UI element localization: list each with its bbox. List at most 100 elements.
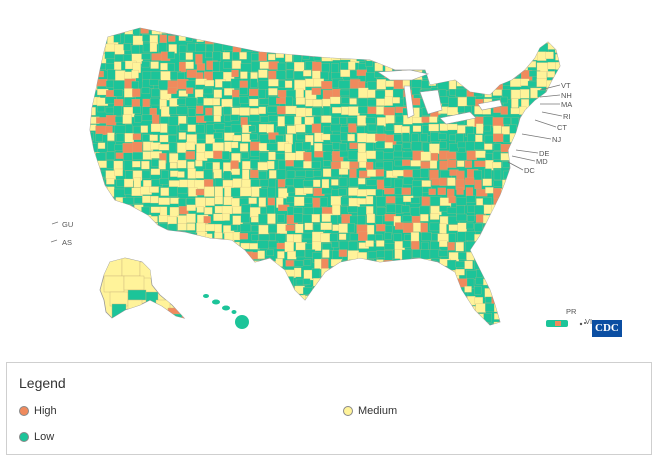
us-county-map[interactable]: GU AS PR VI VT NH MA RI CT NJ DE MD DC C… xyxy=(0,0,658,350)
county-cell xyxy=(340,324,352,325)
county-cell xyxy=(275,258,283,267)
county-cell xyxy=(520,33,532,41)
county-cell xyxy=(438,133,447,140)
county-cell xyxy=(250,297,260,307)
county-cell xyxy=(249,88,260,97)
county-cell xyxy=(374,52,382,62)
county-cell xyxy=(348,241,358,252)
county-cell xyxy=(258,98,270,105)
county-cell xyxy=(259,61,269,69)
county-cell xyxy=(97,186,108,195)
county-cell xyxy=(331,287,339,295)
county-cell xyxy=(492,89,502,96)
county-cell xyxy=(90,296,97,306)
county-cell xyxy=(331,35,340,43)
great-lake xyxy=(377,69,430,81)
county-cell xyxy=(485,187,494,194)
county-cell xyxy=(176,106,188,115)
county-cell xyxy=(185,87,194,94)
county-cell xyxy=(285,224,295,231)
county-cell xyxy=(475,78,483,89)
county-cell xyxy=(187,251,197,259)
county-cell xyxy=(519,43,528,51)
county-cell xyxy=(446,53,456,62)
county-cell xyxy=(178,61,187,73)
county-cell xyxy=(555,258,560,269)
county-cell xyxy=(537,323,547,325)
county-cell xyxy=(141,304,152,314)
county-cell xyxy=(375,28,385,33)
county-cell xyxy=(150,195,159,204)
county-cell xyxy=(420,151,431,161)
county-cell xyxy=(257,162,268,171)
county-cell xyxy=(212,61,221,72)
county-cell xyxy=(384,96,393,106)
county-cell xyxy=(539,269,548,278)
county-cell xyxy=(511,61,521,72)
county-cell xyxy=(132,28,141,37)
county-cell xyxy=(194,287,206,294)
county-cell xyxy=(365,161,374,171)
county-cell xyxy=(359,314,368,321)
county-cell xyxy=(230,124,242,133)
county-cell xyxy=(187,323,197,325)
county-cell xyxy=(142,34,151,42)
county-cell xyxy=(520,258,531,267)
as-mark xyxy=(50,239,58,243)
county-cell xyxy=(141,160,150,170)
county-cell xyxy=(338,168,349,175)
county-cell xyxy=(232,96,241,107)
county-cell xyxy=(90,251,96,260)
county-cell xyxy=(536,242,546,252)
county-cell xyxy=(493,278,505,288)
county-cell xyxy=(529,224,538,235)
state-label-nh: NH xyxy=(561,91,572,100)
county-cell xyxy=(375,141,386,149)
county-cell xyxy=(268,53,276,61)
county-cell xyxy=(420,322,431,325)
county-cell xyxy=(268,34,278,41)
state-label-nj: NJ xyxy=(552,135,561,144)
county-cell xyxy=(509,277,518,286)
county-cell xyxy=(115,315,125,322)
county-cell xyxy=(293,323,302,325)
county-cell xyxy=(295,107,307,117)
county-cell xyxy=(312,99,323,107)
county-cell xyxy=(465,313,474,322)
county-cell xyxy=(205,277,217,287)
county-cell xyxy=(483,232,491,243)
county-cell xyxy=(348,106,360,116)
county-cell xyxy=(339,117,348,125)
county-cell xyxy=(293,44,302,54)
county-cell xyxy=(509,179,518,187)
county-cell xyxy=(519,134,530,145)
county-cell xyxy=(393,279,403,286)
county-cell xyxy=(160,258,169,266)
county-cell xyxy=(412,278,422,286)
county-cell xyxy=(258,234,271,242)
county-cell xyxy=(554,44,560,53)
county-cell xyxy=(385,269,395,281)
county-cell xyxy=(457,97,469,107)
county-cell xyxy=(275,295,284,306)
county-cell xyxy=(491,242,501,250)
county-cell xyxy=(266,124,274,134)
county-cell xyxy=(213,169,222,179)
county-cell xyxy=(231,168,240,175)
county-cell xyxy=(241,152,249,159)
county-cell xyxy=(105,222,117,233)
county-cell xyxy=(537,206,547,214)
county-cell xyxy=(529,250,538,258)
county-cell xyxy=(185,97,197,107)
county-cell xyxy=(106,178,115,185)
county-cell xyxy=(375,189,383,197)
county-cell xyxy=(250,78,258,88)
county-cell xyxy=(536,313,546,321)
county-cell xyxy=(104,251,114,259)
county-cell xyxy=(133,177,142,188)
county-cell xyxy=(402,215,413,222)
county-cell xyxy=(320,197,328,207)
county-cell xyxy=(348,187,359,196)
county-cell xyxy=(410,314,418,323)
state-label-dc: DC xyxy=(524,166,535,175)
